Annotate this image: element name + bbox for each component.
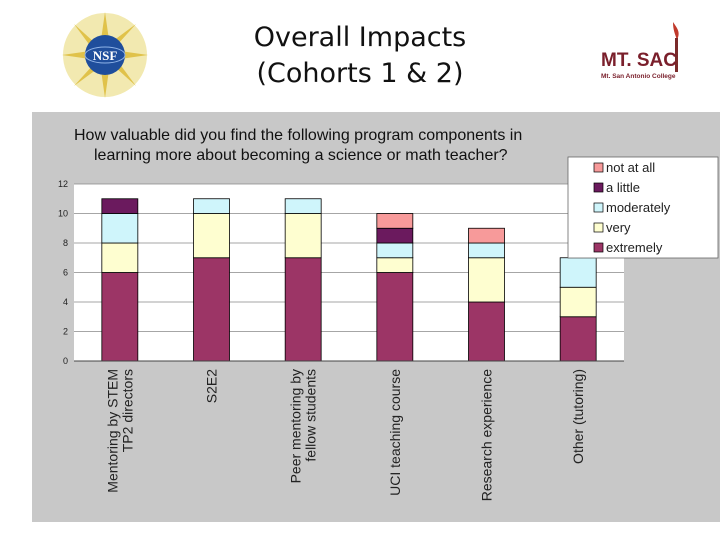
legend-swatch-not-at-all (593, 162, 604, 173)
legend-label: a little (606, 180, 640, 195)
bar-segment-moderately (376, 242, 414, 259)
stacked-bar-chart: How valuable did you find the following … (58, 127, 719, 502)
y-tick-label: 0 (63, 356, 68, 366)
category-label-line: fellow students (303, 369, 319, 462)
chart-question-line2: learning more about becoming a science o… (94, 147, 508, 164)
torch-icon (673, 22, 679, 72)
bar-segment-very (376, 257, 414, 273)
chart-panel: How valuable did you find the following … (32, 112, 720, 522)
nsf-logo-text: NSF (93, 48, 118, 63)
category-label: UCI teaching course (387, 369, 403, 496)
nsf-logo: NSF (62, 12, 148, 98)
category-label-line: Other (tutoring) (570, 369, 586, 464)
category-label: Peer mentoring byfellow students (288, 369, 319, 483)
category-label: Research experience (479, 369, 495, 502)
legend-label: very (606, 220, 631, 235)
slide-title-line1: Overall Impacts (253, 22, 467, 53)
bar-segment-a-little (376, 227, 414, 244)
bar-segment-extremely (559, 316, 597, 362)
bar-segment-very (468, 257, 505, 303)
y-tick-label: 4 (63, 297, 68, 307)
bar-segment-very (193, 213, 230, 259)
bar-segment-extremely (376, 272, 414, 362)
bar-segment-very (559, 286, 597, 318)
mtsac-logo-text: MT. SAC (601, 50, 677, 71)
slide-title: Overall Impacts (Cohorts 1 & 2) (180, 20, 540, 92)
legend-swatch-moderately (593, 202, 604, 213)
bar-segment-extremely (468, 301, 505, 362)
y-tick-label: 8 (63, 238, 68, 248)
y-tick-label: 12 (58, 179, 68, 189)
category-label-line: UCI teaching course (387, 369, 403, 496)
bar-segment-not-at-all (468, 227, 505, 244)
y-tick-label: 10 (58, 209, 68, 219)
bar-segment-very (101, 242, 139, 273)
legend-label: not at all (606, 160, 655, 175)
nsf-logo-globe (85, 35, 125, 75)
bar-segment-not-at-all (376, 213, 414, 229)
legend-swatch-a-little (593, 182, 604, 193)
slide-title-line2: (Cohorts 1 & 2) (256, 58, 464, 89)
y-tick-label: 6 (63, 268, 68, 278)
legend-swatch-extremely (593, 242, 604, 253)
bar-segment-extremely (101, 272, 139, 362)
bar-segment-moderately (468, 242, 505, 259)
legend-box (567, 156, 719, 259)
category-label-line: TP2 directors (119, 369, 135, 452)
bar-segment-moderately (101, 213, 139, 244)
bar-segment-extremely (284, 257, 322, 362)
bar-segment-very (284, 213, 322, 259)
category-label: Mentoring by STEMTP2 directors (104, 369, 135, 493)
legend-label: extremely (606, 240, 663, 255)
mtsac-logo: MT. SAC Mt. San Antonio College (601, 22, 679, 80)
bar-segment-a-little (101, 198, 139, 214)
mtsac-logo-subtext: Mt. San Antonio College (601, 73, 676, 80)
category-label-line: Peer mentoring by (288, 369, 304, 483)
category-label-line: Research experience (479, 369, 495, 502)
category-label-line: Mentoring by STEM (104, 369, 120, 493)
chart-question-line1: How valuable did you find the following … (74, 127, 522, 144)
bar-segment-moderately (284, 198, 322, 214)
legend-swatch-very (593, 222, 604, 233)
category-label: Other (tutoring) (570, 369, 586, 464)
category-label-line: S2E2 (204, 369, 220, 403)
bar-segment-moderately (193, 198, 230, 214)
bar-segment-moderately (559, 257, 597, 288)
bar-segment-extremely (193, 257, 230, 362)
legend-label: moderately (606, 200, 671, 215)
category-label: S2E2 (204, 369, 220, 403)
y-tick-label: 2 (63, 327, 68, 337)
